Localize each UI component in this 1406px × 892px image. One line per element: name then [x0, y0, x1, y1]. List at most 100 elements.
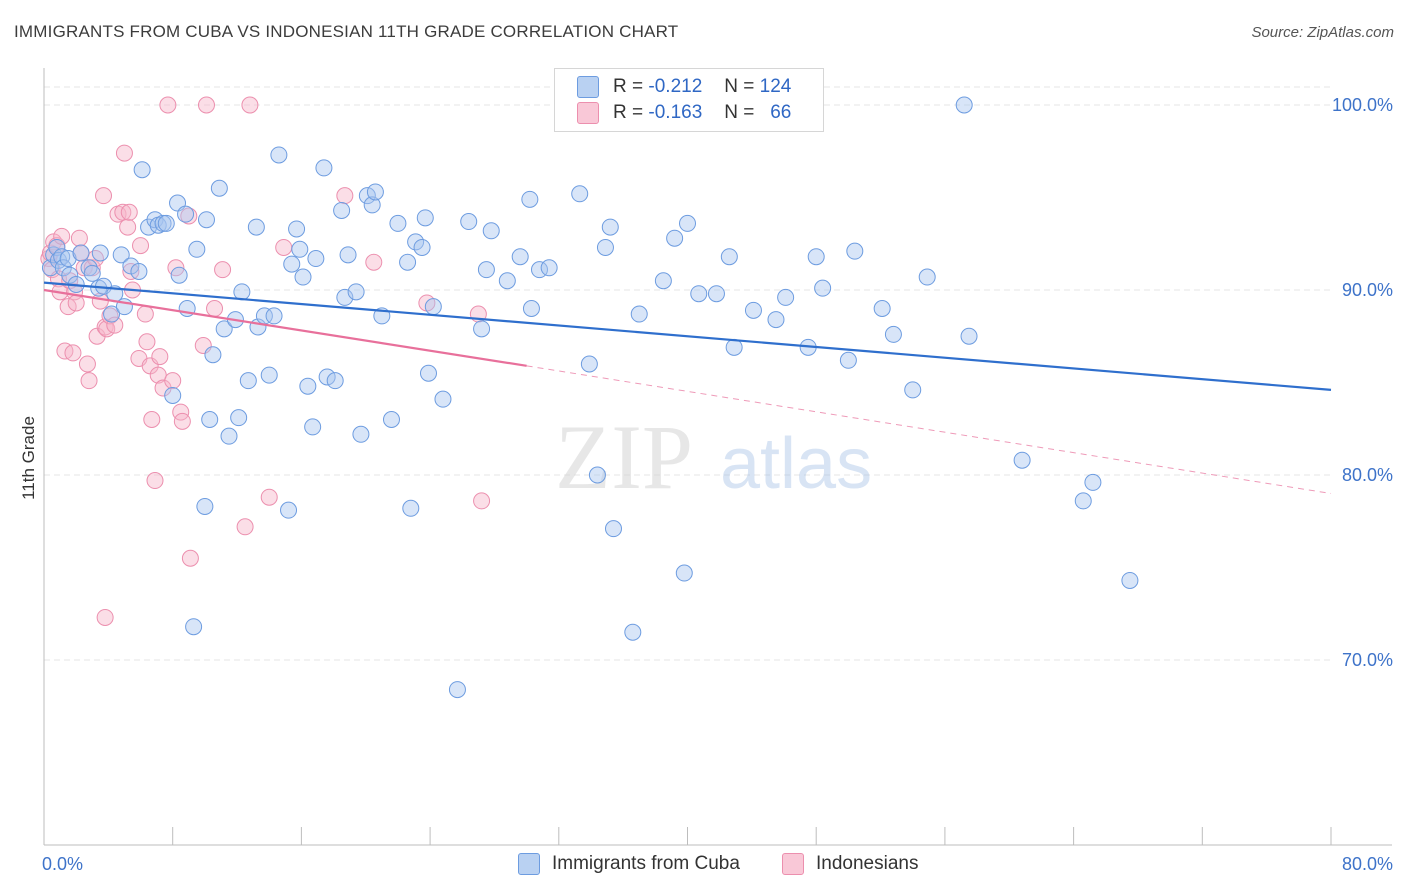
cuba-point [304, 418, 322, 436]
cuba-point [260, 366, 278, 384]
cuba-point [157, 214, 175, 232]
cuba-point [363, 196, 381, 214]
cuba-point [604, 520, 622, 538]
cuba-point [399, 253, 417, 271]
indonesians-trend-extension [526, 365, 1332, 494]
cuba-point [72, 244, 90, 262]
indonesians-point [206, 300, 224, 317]
cuba-point [511, 248, 529, 266]
cuba-point [482, 222, 500, 240]
cuba-point [839, 351, 857, 369]
cuba-point [596, 238, 614, 256]
cuba-point [59, 250, 77, 268]
cuba-point [352, 425, 370, 443]
indonesians-point [132, 237, 150, 255]
cuba-point [133, 161, 151, 179]
cuba-point [146, 211, 164, 229]
y-tick-label: 80.0% [1342, 465, 1393, 485]
cuba-point [220, 427, 238, 445]
cuba-point [283, 255, 301, 273]
y-axis-label: 11th Grade [19, 416, 38, 500]
cuba-point [83, 264, 101, 282]
source-label: Source: ZipAtlas.com [1251, 24, 1394, 41]
bottom-legend-indonesians-label: Indonesians [816, 853, 919, 874]
cuba-point [1013, 451, 1031, 469]
legend-r-value: -0.212 [648, 76, 703, 97]
cuba-point [473, 320, 491, 338]
legend-row-indonesians: R = -0.163 N = 66 [577, 101, 791, 125]
cuba-point [1121, 571, 1139, 589]
indonesians-trend-line [43, 288, 527, 367]
cuba-point [318, 368, 336, 386]
cuba-point [358, 187, 376, 205]
trend-lines [43, 281, 1332, 494]
cuba-point [177, 205, 195, 223]
indonesians-point [214, 261, 232, 279]
cuba-point [498, 272, 516, 290]
cuba-point [280, 501, 298, 519]
cuba-point [807, 248, 825, 266]
cuba-point [460, 213, 478, 231]
cuba-point [196, 497, 214, 515]
cuba-point [307, 250, 325, 268]
bottom-legend-indonesians: Indonesians [782, 851, 918, 877]
cuba-point [588, 466, 606, 484]
indonesians-point [365, 253, 383, 271]
cuba-point [103, 305, 121, 323]
watermark-zip: ZIP [555, 406, 693, 508]
cuba-point [48, 238, 66, 256]
cuba-point [347, 283, 365, 301]
indonesians-point [197, 96, 215, 114]
cuba-point [265, 307, 283, 325]
cuba-point [326, 372, 344, 390]
chart-title: IMMIGRANTS FROM CUBA VS INDONESIAN 11TH … [14, 22, 679, 41]
cuba-point [339, 246, 357, 264]
indonesians-point [138, 333, 156, 351]
cuba-point [130, 263, 148, 280]
legend-r-label: R = [613, 76, 644, 97]
cuba-point [382, 411, 400, 428]
indonesians-point [78, 355, 96, 373]
watermark-atlas: atlas [720, 424, 872, 504]
legend-n-label: N = [724, 76, 755, 97]
legend-n-value: 124 [759, 76, 792, 97]
cuba-point [884, 325, 902, 343]
legend-swatch-indonesians [577, 102, 599, 124]
indonesians-point [275, 238, 293, 256]
cuba-point [571, 185, 589, 203]
cuba-trend-line [43, 281, 1332, 391]
cuba-point [904, 381, 922, 399]
cuba-point [814, 279, 832, 297]
cuba-point [53, 248, 71, 266]
cuba-point [201, 411, 219, 428]
cuba-point [477, 261, 495, 279]
cuba-point [630, 305, 648, 323]
legend-n-label: N = [724, 102, 755, 123]
y-tick-label: 70.0% [1342, 650, 1393, 670]
cuba-point [601, 218, 619, 236]
indonesians-points [40, 96, 491, 626]
legend-n-value: 66 [770, 102, 792, 123]
x-tick-label: 0.0% [42, 854, 83, 874]
indonesians-point [115, 144, 133, 162]
cuba-point [210, 179, 228, 197]
indonesians-point [53, 227, 71, 245]
cuba-point [654, 272, 672, 290]
axes [43, 68, 1392, 846]
y-tick-label: 100.0% [1332, 95, 1393, 115]
cuba-point [416, 209, 434, 227]
cuba-point [112, 246, 130, 264]
cuba-point [873, 300, 891, 317]
cuba-point [675, 564, 693, 582]
indonesians-point [159, 96, 177, 114]
bottom-legend-cuba: Immigrants from Cuba [518, 851, 740, 877]
cuba-point [204, 346, 222, 364]
tick-labels: 70.0% 80.0% 90.0% 100.0% 0.0% 80.0% [42, 95, 1393, 874]
cuba-point [185, 618, 203, 636]
cuba-point [846, 242, 864, 260]
indonesians-point [67, 294, 85, 312]
cuba-point [580, 355, 598, 373]
cuba-point [679, 214, 696, 232]
cuba-point [690, 285, 708, 303]
cuba-point [91, 244, 109, 262]
